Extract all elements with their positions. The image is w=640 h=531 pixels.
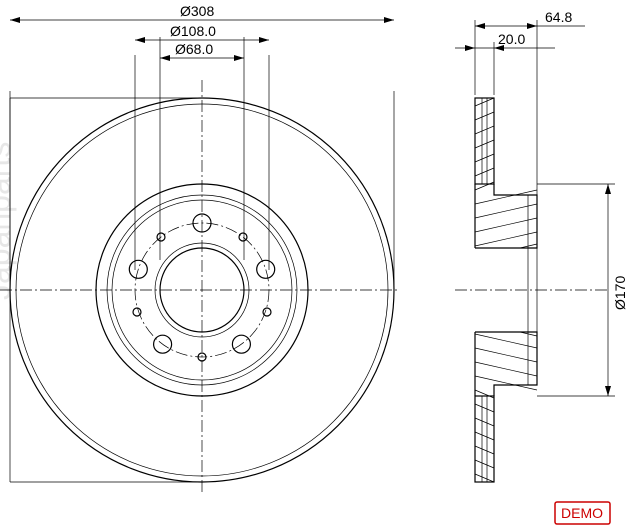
demo-label: DEMO xyxy=(561,505,603,521)
side-view xyxy=(455,98,610,482)
dim-thickness: 20.0 xyxy=(498,31,525,47)
dim-outer-dia: Ø308 xyxy=(180,3,214,19)
dim-hat-dia: Ø170 xyxy=(612,276,628,310)
dim-width: 64.8 xyxy=(545,9,572,25)
watermark-text: Japanparts xyxy=(0,142,17,300)
dim-bcd: Ø108.0 xyxy=(170,23,216,39)
dim-bore: Ø68.0 xyxy=(175,41,213,57)
demo-badge: DEMO xyxy=(555,502,610,524)
front-view xyxy=(0,80,400,495)
